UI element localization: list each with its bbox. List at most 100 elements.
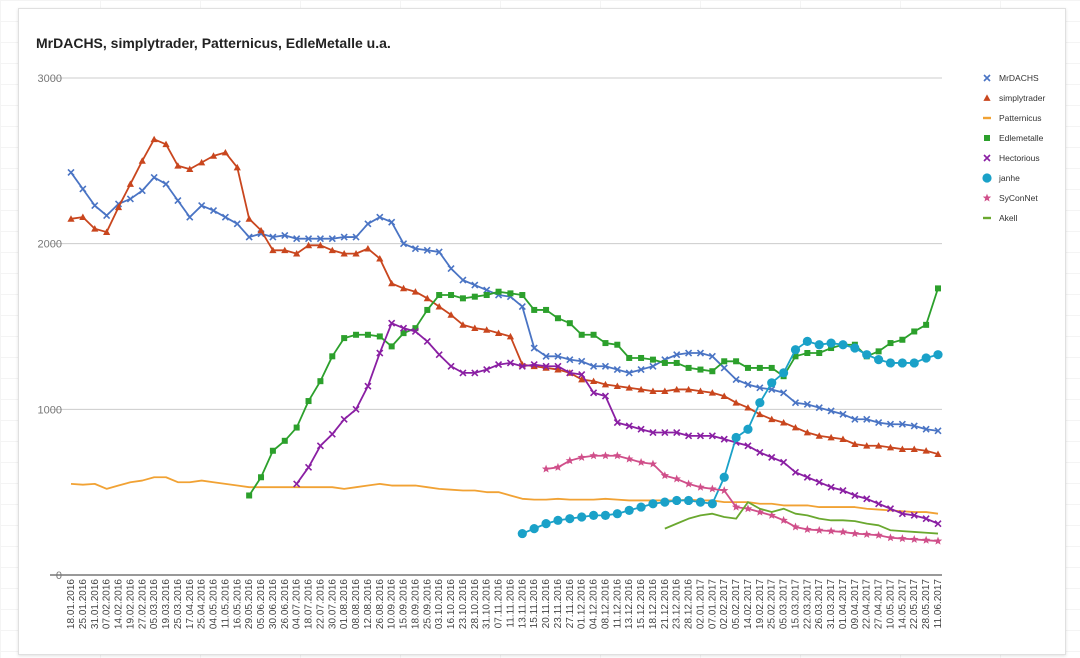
data-point-mrdachs — [281, 231, 289, 239]
x-tick-label: 23.11.2016 — [553, 579, 564, 629]
series-line-mrdachs — [70, 171, 939, 432]
data-point-hectorious — [542, 362, 550, 370]
data-point-edlemetalle — [353, 331, 360, 338]
x-tick-label: 16.05.2016 — [232, 579, 243, 629]
data-point-edlemetalle — [626, 354, 633, 361]
data-point-hectorious — [696, 432, 705, 440]
data-point-simplytrader — [768, 415, 776, 423]
x-tick-label: 27.04.2017 — [874, 579, 885, 629]
data-point-simplytrader — [791, 423, 800, 431]
x-tick-label: 28.12.2016 — [684, 579, 695, 629]
x-tick-label: 18.07.2016 — [304, 579, 315, 629]
data-point-mrdachs — [186, 213, 194, 221]
data-point-edlemetalle — [388, 343, 395, 350]
data-point-mrdachs — [922, 425, 930, 433]
x-tick-label: 13.11.2016 — [517, 579, 528, 629]
data-point-simplytrader — [138, 157, 146, 164]
data-point-simplytrader — [114, 203, 123, 211]
data-point-mrdachs — [601, 362, 610, 370]
data-point-mrdachs — [839, 410, 847, 418]
data-point-edlemetalle — [246, 492, 253, 499]
legend-label-edlemetalle: Edlemetalle — [999, 133, 1044, 143]
data-point-edlemetalle — [554, 315, 561, 322]
data-point-simplytrader — [934, 450, 942, 457]
data-point-simplytrader — [803, 428, 811, 436]
data-point-edlemetalle — [578, 331, 585, 338]
data-point-mrdachs — [388, 218, 396, 226]
data-point-edlemetalle — [519, 292, 526, 299]
x-tick-label: 01.12.2016 — [577, 579, 588, 629]
data-point-edlemetalle — [828, 345, 835, 352]
x-tick-label: 03.10.2016 — [434, 579, 445, 629]
data-point-edlemetalle — [376, 333, 383, 340]
x-tick-label: 26.06.2016 — [280, 579, 291, 629]
data-point-mrdachs — [578, 357, 586, 365]
data-point-simplytrader — [399, 284, 408, 292]
x-tick-label: 22.04.2017 — [862, 579, 873, 629]
data-point-edlemetalle — [293, 424, 300, 431]
data-point-mrdachs — [126, 195, 134, 203]
x-tick-label: 13.12.2016 — [624, 579, 635, 629]
data-point-edlemetalle — [566, 320, 573, 327]
data-point-janhe — [517, 528, 527, 539]
data-point-edlemetalle — [697, 366, 704, 373]
x-tick-label: 15.09.2016 — [399, 579, 410, 629]
data-point-mrdachs — [79, 185, 87, 193]
data-point-mrdachs — [673, 351, 681, 359]
data-point-edlemetalle — [531, 306, 538, 313]
data-point-edlemetalle — [899, 336, 906, 343]
x-tick-label: 19.02.2016 — [125, 579, 136, 629]
data-point-edlemetalle — [911, 328, 918, 335]
data-point-hectorious — [934, 520, 942, 528]
data-point-hectorious — [494, 361, 503, 369]
data-point-edlemetalle — [281, 437, 288, 444]
legend-label-hectorious: Hectorious — [999, 153, 1040, 163]
data-point-janhe — [897, 358, 907, 368]
data-point-mrdachs — [198, 201, 206, 210]
data-point-hectorious — [910, 511, 918, 519]
data-point-edlemetalle — [483, 292, 490, 299]
data-point-syconnet — [684, 479, 693, 488]
data-point-hectorious — [673, 428, 681, 437]
data-point-simplytrader — [186, 165, 194, 172]
data-point-simplytrader — [435, 303, 443, 310]
data-point-hectorious — [613, 419, 621, 427]
data-point-hectorious — [720, 435, 728, 443]
data-point-simplytrader — [316, 241, 325, 249]
y-tick-label: 2000 — [38, 239, 62, 251]
data-point-janhe — [779, 368, 789, 378]
data-point-janhe — [695, 497, 706, 507]
data-point-simplytrader — [233, 163, 241, 171]
legend-swatch-edlemetalle — [984, 135, 990, 141]
x-tick-label: 05.02.2017 — [731, 579, 742, 629]
data-point-syconnet — [803, 525, 812, 533]
data-point-hectorious — [768, 453, 776, 461]
data-point-janhe — [743, 424, 753, 434]
data-point-simplytrader — [483, 326, 491, 333]
data-point-hectorious — [851, 491, 859, 500]
data-point-syconnet — [921, 535, 931, 544]
data-point-syconnet — [850, 529, 860, 538]
x-tick-label: 25.02.2017 — [767, 579, 778, 629]
data-point-syconnet — [565, 456, 575, 465]
data-point-mrdachs — [269, 233, 277, 241]
data-point-syconnet — [755, 507, 765, 516]
data-point-syconnet — [577, 452, 586, 461]
legend-swatch-simplytrader — [983, 94, 991, 101]
data-point-mrdachs — [459, 276, 467, 284]
x-tick-label: 26.03.2017 — [814, 579, 825, 629]
data-point-mrdachs — [435, 248, 443, 256]
data-point-hectorious — [578, 370, 586, 379]
data-point-syconnet — [910, 534, 919, 543]
data-point-mrdachs — [590, 362, 598, 370]
data-point-syconnet — [648, 459, 658, 468]
data-point-edlemetalle — [685, 364, 692, 371]
x-tick-label: 30.07.2016 — [327, 579, 338, 629]
data-point-mrdachs — [138, 187, 146, 195]
x-tick-label: 02.02.2017 — [719, 579, 730, 629]
data-point-mrdachs — [780, 389, 788, 397]
x-tick-label: 07.02.2016 — [102, 579, 113, 629]
data-point-mrdachs — [910, 422, 918, 430]
x-tick-label: 21.12.2016 — [660, 579, 671, 629]
data-point-hectorious — [447, 362, 455, 370]
